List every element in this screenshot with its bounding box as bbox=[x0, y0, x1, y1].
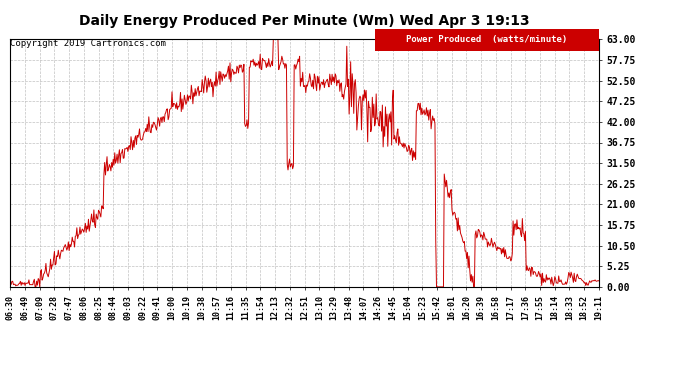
Text: Copyright 2019 Cartronics.com: Copyright 2019 Cartronics.com bbox=[10, 39, 166, 48]
Title: Daily Energy Produced Per Minute (Wm) Wed Apr 3 19:13: Daily Energy Produced Per Minute (Wm) We… bbox=[79, 14, 530, 28]
